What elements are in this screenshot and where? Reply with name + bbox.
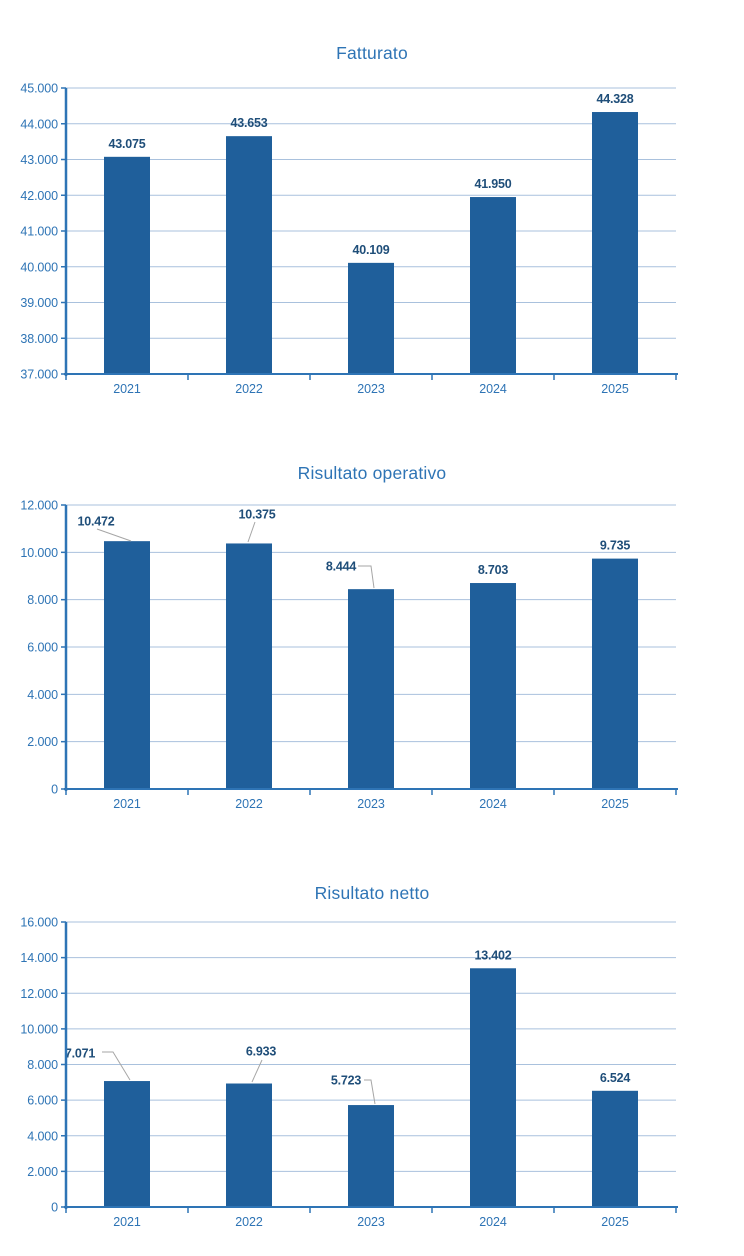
y-tick-label: 0	[51, 1201, 58, 1215]
data-label-2023: 5.723	[331, 1074, 362, 1088]
risultato-netto-chart: Risultato netto 7.071 6.933 5.723 13.402 6.5…	[0, 840, 744, 1256]
chart-title-risultato-netto: Risultato netto	[314, 883, 430, 903]
x-category-label-2022: 2022	[235, 382, 263, 396]
x-category-label-2022: 2022	[235, 1215, 263, 1229]
bar-2023	[348, 589, 394, 789]
y-tick-label: 6.000	[27, 1094, 58, 1108]
data-label-2025: 9.735	[600, 539, 631, 553]
bar-2024	[470, 583, 516, 789]
y-tick-label: 6.000	[27, 641, 58, 655]
x-category-label-2023: 2023	[357, 797, 385, 811]
y-tick-label: 43.000	[20, 153, 58, 167]
bar-2021	[104, 1081, 150, 1207]
data-label-2025: 44.328	[596, 92, 633, 106]
bar-2021	[104, 541, 150, 789]
x-category-label-2024: 2024	[479, 1215, 507, 1229]
y-tick-label: 16.000	[20, 916, 58, 930]
leader-line-2022	[247, 521, 256, 543]
x-category-label-2023: 2023	[357, 382, 385, 396]
y-tick-label: 2.000	[27, 1165, 58, 1179]
data-label-2024: 8.703	[478, 563, 509, 577]
x-category-label-2025: 2025	[601, 1215, 629, 1229]
bar-2021	[104, 156, 150, 374]
y-tick-label: 12.000	[20, 987, 58, 1001]
y-tick-label: 45.000	[20, 82, 58, 96]
y-tick-label: 39.000	[20, 296, 58, 310]
y-tick-label: 40.000	[20, 260, 58, 274]
y-tick-label: 10.000	[20, 546, 58, 560]
data-label-2023: 40.109	[352, 243, 389, 257]
y-tick-label: 14.000	[20, 951, 58, 965]
y-tick-label: 38.000	[20, 332, 58, 346]
y-tick-label: 10.000	[20, 1022, 58, 1036]
data-label-2021: 7.071	[65, 1047, 96, 1061]
bar-2023	[348, 262, 394, 374]
bar-2025	[592, 558, 638, 789]
y-tick-label: 0	[51, 783, 58, 797]
data-label-2025: 6.524	[600, 1071, 631, 1085]
fatturato-chart: Fatturato 43.075 43.653 40.109 41.950 44.328…	[0, 0, 744, 420]
leader-line-2021	[102, 1051, 131, 1081]
leader-line-2021	[96, 528, 132, 542]
y-tick-label: 2.000	[27, 735, 58, 749]
data-label-2024: 41.950	[474, 177, 511, 191]
x-category-label-2021: 2021	[113, 382, 141, 396]
bar-2022	[226, 543, 272, 789]
y-tick-label: 4.000	[27, 688, 58, 702]
leader-line-2023	[364, 1079, 376, 1105]
leader-line-2022	[251, 1059, 263, 1083]
x-category-label-2022: 2022	[235, 797, 263, 811]
data-label-2022: 10.375	[238, 508, 275, 522]
risultato-netto-chart-canvas: 7.071 6.933 5.723 13.402 6.524 16.000 14.000 12…	[20, 916, 678, 1229]
risultato-operativo-chart: Risultato operativo 10.472 10.375 8.444 8.7…	[0, 420, 744, 840]
x-category-label-2023: 2023	[357, 1215, 385, 1229]
bar-2023	[348, 1105, 394, 1207]
x-category-label-2025: 2025	[601, 382, 629, 396]
y-tick-label: 12.000	[20, 499, 58, 513]
bar-2022	[226, 136, 272, 374]
y-tick-label: 37.000	[20, 368, 58, 382]
risultato-operativo-chart-canvas: 10.472 10.375 8.444 8.703 9.735 12.000 10.000 8…	[20, 499, 678, 811]
x-category-label-2021: 2021	[113, 1215, 141, 1229]
bar-2024	[470, 197, 516, 374]
leader-line-2023	[358, 565, 375, 589]
data-label-2023: 8.444	[326, 560, 357, 574]
bar-2022	[226, 1083, 272, 1207]
data-label-2024: 13.402	[474, 948, 511, 962]
y-tick-label: 41.000	[20, 225, 58, 239]
y-tick-label: 42.000	[20, 189, 58, 203]
data-label-2021: 43.075	[108, 137, 145, 151]
y-tick-label: 4.000	[27, 1129, 58, 1143]
fatturato-chart-canvas: 43.075 43.653 40.109 41.950 44.328 45.000 44.0…	[20, 82, 678, 396]
x-category-label-2021: 2021	[113, 797, 141, 811]
y-tick-label: 44.000	[20, 117, 58, 131]
y-tick-label: 8.000	[27, 1058, 58, 1072]
bar-2025	[592, 1090, 638, 1207]
x-category-label-2025: 2025	[601, 797, 629, 811]
data-label-2021: 10.472	[77, 515, 114, 529]
bar-2025	[592, 112, 638, 375]
chart-title-fatturato: Fatturato	[336, 43, 408, 63]
y-tick-label: 8.000	[27, 593, 58, 607]
data-label-2022: 6.933	[246, 1045, 277, 1059]
data-label-2022: 43.653	[230, 116, 267, 130]
x-category-label-2024: 2024	[479, 797, 507, 811]
chart-title-risultato-operativo: Risultato operativo	[297, 463, 447, 483]
bar-2024	[470, 968, 516, 1207]
x-category-label-2024: 2024	[479, 382, 507, 396]
